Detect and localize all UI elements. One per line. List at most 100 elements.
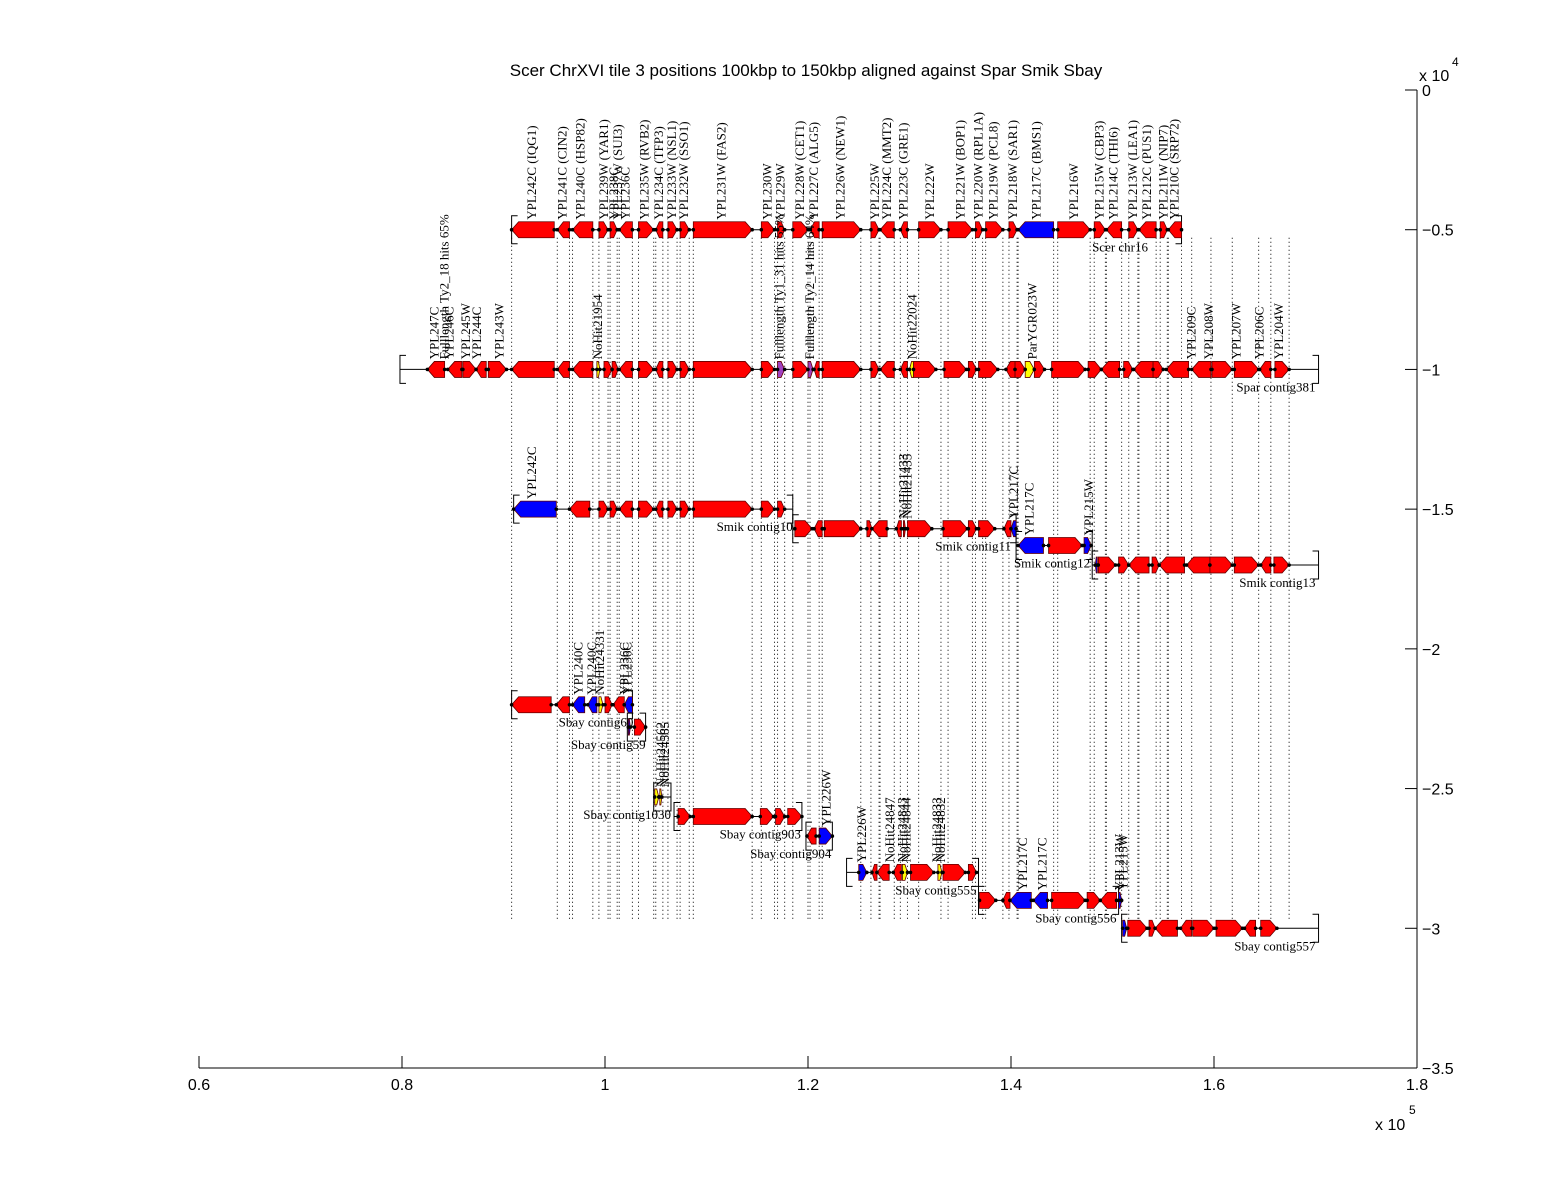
gene-arrow (692, 808, 753, 825)
gene-label: YPL225W (867, 163, 882, 220)
gene-boundary-dot (666, 507, 670, 511)
gene-boundary-dot (661, 367, 665, 372)
gene-boundary-dot (567, 507, 572, 511)
x-tick-label: 1 (601, 1077, 610, 1094)
gene-arrow (760, 500, 776, 518)
gene-arrow (1051, 361, 1086, 378)
gene-boundary-dot (966, 367, 971, 372)
gene-boundary-dot (608, 507, 612, 511)
gene-boundary-dot (812, 367, 816, 372)
gene-boundary-dot (617, 367, 622, 372)
x-exponent-power: 5 (1409, 1103, 1416, 1117)
y-exponent-base: x 10 (1419, 68, 1449, 85)
gene-arrow (1260, 556, 1272, 574)
gene-boundary-dot (1147, 563, 1151, 567)
gene-boundary-dot (869, 227, 873, 232)
gene-boundary-dot (996, 367, 1000, 372)
gene-boundary-dot (759, 507, 764, 511)
gene-arrow (1128, 556, 1150, 574)
contig-label: Smik contig12 (1014, 555, 1090, 570)
gene-boundary-dot (555, 367, 560, 372)
gene-label: YPL232W (SSO1) (676, 121, 691, 219)
gene-boundary-dot (675, 367, 679, 372)
gene-boundary-dot (1016, 543, 1020, 548)
gene-boundary-dot (887, 870, 891, 875)
gene-label: YPL214C (THI6) (1106, 127, 1121, 220)
gene-boundary-dot (790, 227, 795, 232)
gene-boundary-dot (587, 507, 592, 511)
gene-label: YPL240C (571, 642, 586, 695)
gene-boundary-dot (1150, 563, 1154, 567)
gene-label: Fulllength Ty2_18 hits 65% (437, 214, 452, 359)
contig-label: Sbay contig1030 (583, 807, 671, 822)
gene-arrow (1192, 919, 1215, 937)
gene-boundary-dot (812, 526, 816, 531)
gene-arrow (818, 827, 833, 845)
gene-boundary-dot (1257, 367, 1262, 372)
gene-label: YPL228W (CET1) (792, 121, 807, 220)
gene-boundary-dot (772, 227, 777, 232)
gene-boundary-dot (1269, 563, 1273, 567)
gene-label: NoHit24832 (933, 797, 948, 862)
gene-boundary-dot (1113, 563, 1118, 567)
gene-arrow (426, 361, 446, 378)
gene-boundary-dot (652, 795, 657, 799)
contig-sbay-contig903: Sbay contig903 (673, 802, 804, 842)
gene-arrow (1152, 361, 1164, 378)
gene-arrow (809, 221, 820, 239)
gene-boundary-dot (595, 367, 599, 372)
gene-arrow (777, 361, 786, 378)
gene-arrow (1093, 221, 1106, 239)
gene-boundary-dot (750, 367, 754, 372)
gene-boundary-dot (758, 814, 763, 819)
gene-label: YPL242C (IQG1) (524, 125, 539, 219)
gene-arrow (942, 520, 968, 538)
gene-label: YPL236C (616, 642, 631, 695)
gene-boundary-dot (591, 227, 595, 232)
gene-label: YPL240C (584, 642, 599, 695)
gene-boundary-dot (858, 526, 863, 531)
gene-boundary-dot (1085, 898, 1089, 903)
gene-arrow (1154, 919, 1178, 937)
gene-label: YPL226W (854, 805, 869, 862)
contig-label: Sbay contig903 (720, 827, 801, 842)
gene-label: YPL211W (NIP7) (1155, 125, 1170, 220)
gene-arrow (638, 221, 655, 239)
gene-boundary-dot (963, 870, 968, 875)
gene-arrow (892, 864, 902, 881)
gene-arrow (571, 361, 594, 378)
gene-boundary-dot (934, 367, 938, 372)
gene-boundary-dot (806, 367, 810, 372)
gene-arrow (1048, 537, 1083, 554)
gene-boundary-dot (425, 367, 430, 372)
x-tick-label: 1.6 (1203, 1077, 1225, 1094)
gene-arrow (638, 500, 655, 518)
gene-arrow (1133, 361, 1154, 378)
gene-boundary-dot (1132, 367, 1136, 372)
gene-arrow (899, 361, 908, 378)
gene-arrow (618, 361, 633, 378)
gene-arrow (1211, 361, 1233, 378)
gene-boundary-dot (687, 227, 692, 232)
gene-boundary-dot (630, 227, 635, 232)
gene-arrow (807, 361, 814, 378)
gene-arrow (1191, 361, 1212, 378)
gene-arrow (879, 221, 895, 239)
gene-arrow (794, 520, 813, 538)
gene-boundary-dot (570, 367, 575, 372)
gene-arrow (1209, 556, 1233, 574)
gene-boundary-dot (1042, 367, 1047, 372)
gene-boundary-dot (894, 526, 899, 531)
gene-boundary-dot (691, 367, 696, 372)
gene-boundary-dot (900, 870, 905, 875)
gene-boundary-dot (630, 702, 635, 707)
gene-boundary-dot (554, 507, 559, 511)
contig-end-bracket (1312, 354, 1320, 384)
gene-arrow (1024, 361, 1035, 378)
gene-boundary-dot (817, 367, 821, 372)
gene-boundary-dot (1092, 227, 1097, 232)
gene-label: YPL245W (458, 302, 473, 359)
gene-arrow (813, 361, 820, 378)
